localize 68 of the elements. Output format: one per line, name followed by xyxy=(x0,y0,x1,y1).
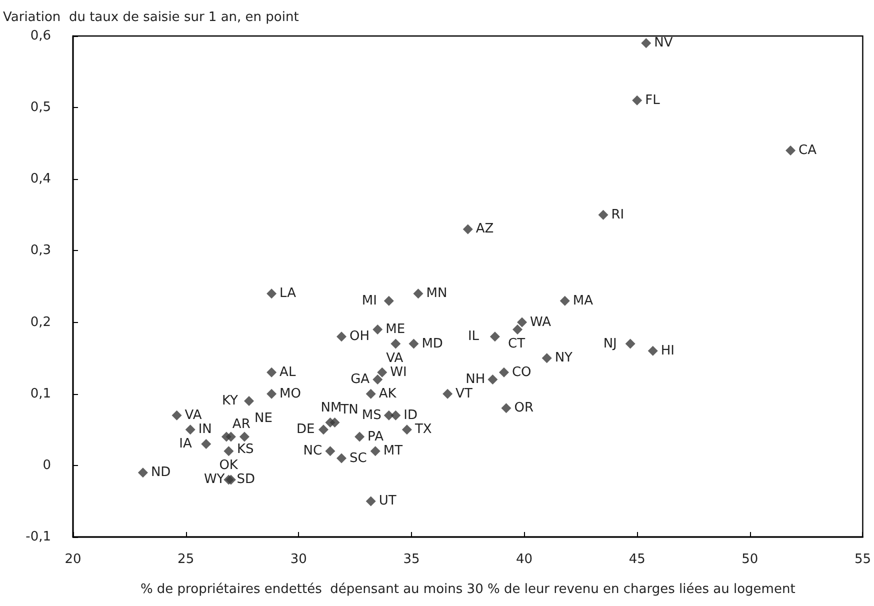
annotation: OR xyxy=(514,400,534,416)
x-tick-label: 25 xyxy=(178,552,194,567)
x-tick-label: 55 xyxy=(854,552,871,567)
annotation: AK xyxy=(378,386,397,402)
annotation: NM xyxy=(320,400,342,416)
y-tick-label: -0,1 xyxy=(26,530,51,544)
annotation: MI xyxy=(362,293,377,308)
annotation: NC xyxy=(303,444,322,459)
y-tick-label: 0,6 xyxy=(30,28,51,44)
annotation: VA xyxy=(386,350,404,366)
annotation: GA xyxy=(350,372,370,388)
annotation: WI xyxy=(390,364,407,380)
annotation: NE xyxy=(254,410,272,426)
x-axis-title: % de propriétaires endettés dépensant au moins 30 % de leur revenu en charges liées au logement xyxy=(140,582,796,597)
y-tick-label: 0,4 xyxy=(30,172,51,187)
annotation: TX xyxy=(414,422,432,438)
annotation: MS xyxy=(362,408,382,423)
annotation: NJ xyxy=(603,336,617,352)
annotation: PA xyxy=(368,429,384,444)
annotation: RI xyxy=(611,207,624,222)
y-tick-label: 0,1 xyxy=(30,386,51,402)
annotation: CO xyxy=(512,364,532,380)
annotation: CA xyxy=(798,143,817,158)
y-axis-title: Variation du taux de saisie sur 1 an, en point xyxy=(3,10,299,25)
x-tick-label: 30 xyxy=(290,552,307,567)
annotation: UT xyxy=(378,494,396,509)
annotation: IA xyxy=(179,436,192,452)
annotation: WA xyxy=(530,314,552,330)
annotation: TN xyxy=(340,402,358,418)
annotation: NY xyxy=(554,350,573,366)
y-tick-label: 0,3 xyxy=(30,243,51,258)
x-tick-label: 50 xyxy=(742,552,758,567)
x-tick-label: 20 xyxy=(64,552,82,567)
y-tick-label: 0,5 xyxy=(30,100,51,116)
annotation: MT xyxy=(383,444,403,459)
annotation: ME xyxy=(386,322,406,337)
annotation: ID xyxy=(404,408,418,423)
annotation: WY xyxy=(204,472,225,488)
annotation: MO xyxy=(280,386,302,402)
annotation: MA xyxy=(572,293,594,308)
annotation: LA xyxy=(280,286,296,302)
annotation: IL xyxy=(468,329,480,344)
annotation: KY xyxy=(222,394,238,409)
annotation: NH xyxy=(466,372,486,388)
annotation: AZ xyxy=(476,222,494,237)
annotation: SD xyxy=(236,472,255,488)
annotation: HI xyxy=(660,343,674,358)
y-tick-label: 0,2 xyxy=(30,314,51,330)
annotation: AR xyxy=(232,416,250,432)
annotation: ND xyxy=(150,465,171,480)
annotation: OK xyxy=(219,458,238,474)
annotation: VT xyxy=(456,386,472,402)
x-tick-label: 40 xyxy=(516,552,533,567)
annotation: OH xyxy=(350,329,370,344)
y-tick-label: 0 xyxy=(42,458,51,473)
annotation: CT xyxy=(508,336,526,352)
annotation: VA xyxy=(184,408,202,423)
annotation: KS xyxy=(236,442,254,457)
x-tick-label: 45 xyxy=(628,552,646,567)
annotation: DE xyxy=(296,422,315,438)
annotation: NV xyxy=(654,36,673,51)
annotation: MD xyxy=(422,336,443,352)
annotation: IN xyxy=(198,422,212,438)
annotation: AL xyxy=(280,364,296,380)
annotation: SC xyxy=(350,450,367,466)
x-tick-label: 35 xyxy=(403,552,420,567)
annotation: MN xyxy=(426,286,448,302)
annotation: FL xyxy=(645,92,661,108)
